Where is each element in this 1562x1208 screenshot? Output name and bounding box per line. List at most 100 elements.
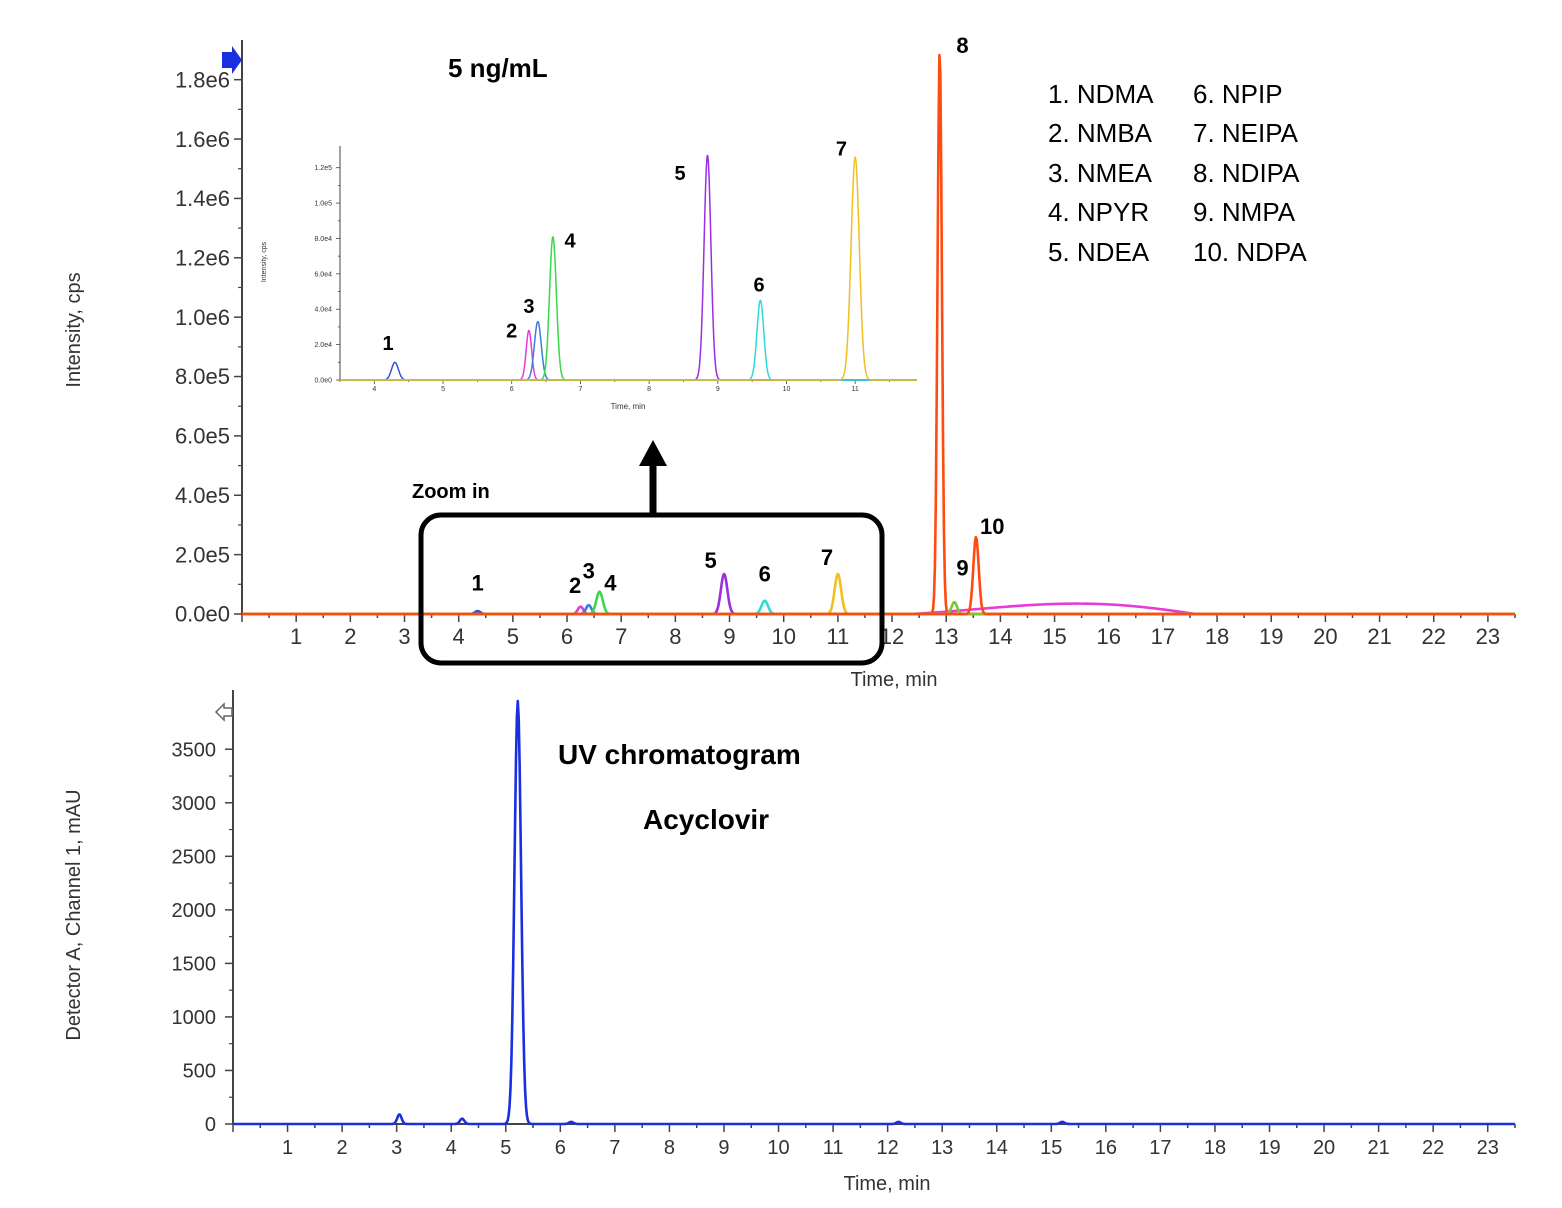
y-tick-label: 2000 — [172, 900, 217, 922]
peak-label: 9 — [956, 555, 968, 580]
legend-item: 9. NMPA — [1193, 197, 1296, 227]
uv-scroll-arrow-icon[interactable] — [214, 702, 233, 722]
x-tick-label: 7 — [578, 386, 582, 393]
x-tick-label: 14 — [988, 624, 1012, 649]
y-tick-label: 1.8e6 — [175, 67, 230, 92]
y-tick-label: 6.0e4 — [314, 271, 332, 278]
y-tick-label: 6.0e5 — [175, 424, 230, 449]
x-tick-label: 4 — [446, 1137, 457, 1159]
x-tick-label: 3 — [398, 624, 410, 649]
peak-label: 6 — [759, 561, 771, 586]
ms-chart-title: 5 ng/mL — [448, 53, 548, 83]
inset-background — [285, 143, 921, 413]
x-tick-label: 20 — [1313, 1137, 1335, 1159]
x-tick-label: 12 — [877, 1137, 899, 1159]
y-tick-label: 2500 — [172, 846, 217, 868]
uv-y-axis-label: Detector A, Channel 1, mAU — [63, 789, 85, 1040]
x-tick-label: 9 — [718, 1137, 729, 1159]
uv-axes: 1 2 3 4 5 6 7 8 9 10 11 12 13 14 15 16 17 18 19 20 21 22 23050… — [172, 690, 1516, 1159]
uv-x-axis-label: Time, min — [843, 1173, 930, 1195]
legend-item: 6. NPIP — [1193, 79, 1283, 109]
series-line — [241, 600, 1516, 616]
compound-legend: 1. NDMA 2. NMBA 3. NMEA 4. NPYR 5. NDEA … — [1048, 79, 1307, 267]
zoom-box-outline — [418, 512, 885, 666]
y-tick-label: 1.0e5 — [314, 201, 332, 208]
series-line — [241, 603, 1516, 616]
y-tick-label: 1000 — [172, 1007, 217, 1029]
x-tick-label: 8 — [669, 624, 681, 649]
peak-label: 3 — [523, 296, 534, 318]
x-tick-label: 2 — [344, 624, 356, 649]
x-tick-label: 4 — [372, 386, 376, 393]
zoom-arrow-head-icon — [639, 440, 667, 466]
x-tick-label: 15 — [1042, 624, 1066, 649]
x-tick-label: 6 — [555, 1137, 566, 1159]
inset-zoom-chart: 4 5 6 7 8 9 10 11 0.0e0 2.0e4 4.0e4 6.0e4 8.0e4 1.0e5… — [261, 138, 921, 413]
series-line — [241, 572, 1516, 616]
x-tick-label: 16 — [1095, 1137, 1117, 1159]
x-tick-label: 10 — [783, 386, 791, 393]
series-line — [339, 156, 918, 381]
x-tick-label: 23 — [1476, 624, 1500, 649]
ms-axes: 1 2 3 4 5 6 7 8 9 10 11 12 13 14 15 16 17 18 19 20 21 22 230.0… — [175, 40, 1516, 649]
legend-item: 4. NPYR — [1048, 197, 1149, 227]
x-tick-label: 21 — [1367, 624, 1391, 649]
series-line — [241, 590, 1516, 616]
peak-label: 6 — [753, 275, 764, 297]
zoom-label: Zoom in — [412, 481, 490, 503]
x-tick-label: 2 — [337, 1137, 348, 1159]
series-line — [241, 602, 1516, 616]
x-tick-label: 16 — [1096, 624, 1120, 649]
peak-label: 5 — [704, 548, 716, 573]
ms-scroll-arrow-icon[interactable] — [222, 46, 242, 74]
y-tick-label: 4.0e5 — [175, 483, 230, 508]
x-tick-label: 20 — [1313, 624, 1337, 649]
y-tick-label: 0.0e0 — [175, 602, 230, 627]
x-tick-label: 5 — [500, 1137, 511, 1159]
x-tick-label: 7 — [615, 624, 627, 649]
y-tick-label: 8.0e4 — [314, 236, 332, 243]
y-tick-label: 4.0e4 — [314, 307, 332, 314]
x-tick-label: 10 — [767, 1137, 789, 1159]
x-tick-label: 13 — [934, 624, 958, 649]
peak-label: 7 — [836, 138, 847, 160]
legend-item: 10. NDPA — [1193, 237, 1307, 267]
y-tick-label: 8.0e5 — [175, 364, 230, 389]
x-tick-label: 13 — [931, 1137, 953, 1159]
x-tick-label: 18 — [1205, 624, 1229, 649]
x-tick-label: 8 — [647, 386, 651, 393]
x-tick-label: 21 — [1367, 1137, 1389, 1159]
peak-label: 3 — [583, 558, 595, 583]
y-tick-label: 1.2e6 — [175, 245, 230, 270]
y-tick-label: 0 — [205, 1114, 216, 1136]
y-tick-label: 1.2e5 — [314, 165, 332, 172]
y-tick-label: 2.0e5 — [175, 542, 230, 567]
x-tick-label: 14 — [986, 1137, 1008, 1159]
peak-label: 8 — [956, 33, 968, 58]
y-tick-label: 1500 — [172, 953, 217, 975]
x-tick-label: 6 — [510, 386, 514, 393]
uv-chart-title: UV chromatogram — [558, 739, 801, 770]
peak-label: 10 — [980, 514, 1004, 539]
ms-series-group — [241, 53, 1516, 616]
x-tick-label: 5 — [441, 386, 445, 393]
y-tick-label: 3500 — [172, 739, 217, 761]
legend-item: 1. NDMA — [1048, 79, 1154, 109]
uv-chromatogram-panel: 1 2 3 4 5 6 7 8 9 10 11 12 13 14 15 16 17 18 19 20 21 22 23050… — [63, 690, 1516, 1195]
peak-label: 1 — [383, 333, 394, 355]
legend-item: 8. NDIPA — [1193, 158, 1300, 188]
y-tick-label: 1.6e6 — [175, 127, 230, 152]
ms-x-axis-label: Time, min — [850, 669, 937, 691]
y-tick-label: 1.0e6 — [175, 305, 230, 330]
x-tick-label: 22 — [1422, 1137, 1444, 1159]
x-tick-label: 11 — [826, 624, 849, 649]
x-tick-label: 23 — [1477, 1137, 1499, 1159]
series-line — [232, 699, 1516, 1126]
inset-y-axis-label: Intensity, cps — [261, 241, 268, 282]
uv-chart-subtitle: Acyclovir — [643, 804, 769, 835]
x-tick-label: 6 — [561, 624, 573, 649]
x-tick-label: 1 — [282, 1137, 293, 1159]
ms-chromatogram-panel: 1 2 3 4 5 6 7 8 9 10 11 12 13 14 15 16 17 18 19 20 21 22 230.0… — [63, 33, 1516, 691]
